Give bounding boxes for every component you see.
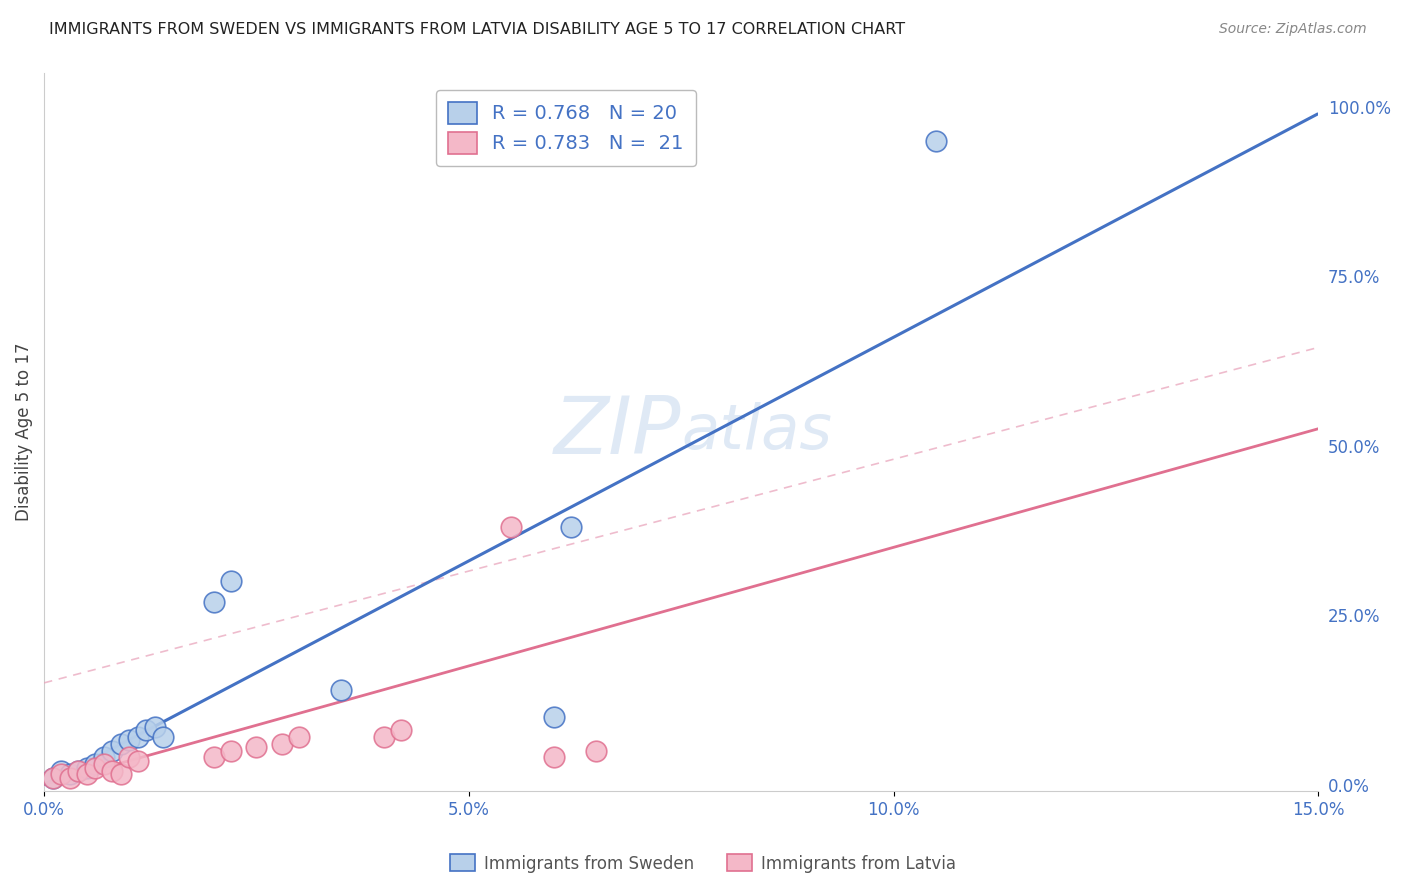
Point [543,710,565,724]
Point [84,757,107,772]
Point [925,134,948,148]
Point [101,744,124,758]
Point [288,730,311,744]
Point [127,730,149,744]
Point [543,750,565,764]
Point [202,750,225,764]
Point [41,771,63,785]
Point [41,771,63,785]
Point [245,740,267,755]
Point [67,764,90,778]
Point [110,767,132,781]
Text: ZIP: ZIP [554,393,681,471]
Point [373,730,395,744]
Point [93,750,115,764]
Point [127,754,149,768]
Point [118,733,141,747]
Point [58,771,80,785]
Point [49,764,72,778]
Point [330,682,353,697]
Point [76,761,98,775]
Point [143,720,166,734]
Point [49,767,72,781]
Point [67,764,90,778]
Y-axis label: Disability Age 5 to 17: Disability Age 5 to 17 [15,343,32,522]
Text: Source: ZipAtlas.com: Source: ZipAtlas.com [1219,22,1367,37]
Point [101,764,124,778]
Point [501,520,523,534]
Point [560,520,582,534]
Point [118,750,141,764]
Legend: R = 0.768   N = 20, R = 0.783   N =  21: R = 0.768 N = 20, R = 0.783 N = 21 [436,90,696,166]
Point [202,594,225,608]
Legend: Immigrants from Sweden, Immigrants from Latvia: Immigrants from Sweden, Immigrants from … [444,847,962,880]
Text: atlas: atlas [681,402,832,462]
Point [152,730,174,744]
Point [76,767,98,781]
Point [93,757,115,772]
Point [219,574,242,589]
Text: IMMIGRANTS FROM SWEDEN VS IMMIGRANTS FROM LATVIA DISABILITY AGE 5 TO 17 CORRELAT: IMMIGRANTS FROM SWEDEN VS IMMIGRANTS FRO… [49,22,905,37]
Point [219,744,242,758]
Point [389,723,412,738]
Point [271,737,294,751]
Point [585,744,607,758]
Point [110,737,132,751]
Point [84,761,107,775]
Point [58,767,80,781]
Point [135,723,157,738]
